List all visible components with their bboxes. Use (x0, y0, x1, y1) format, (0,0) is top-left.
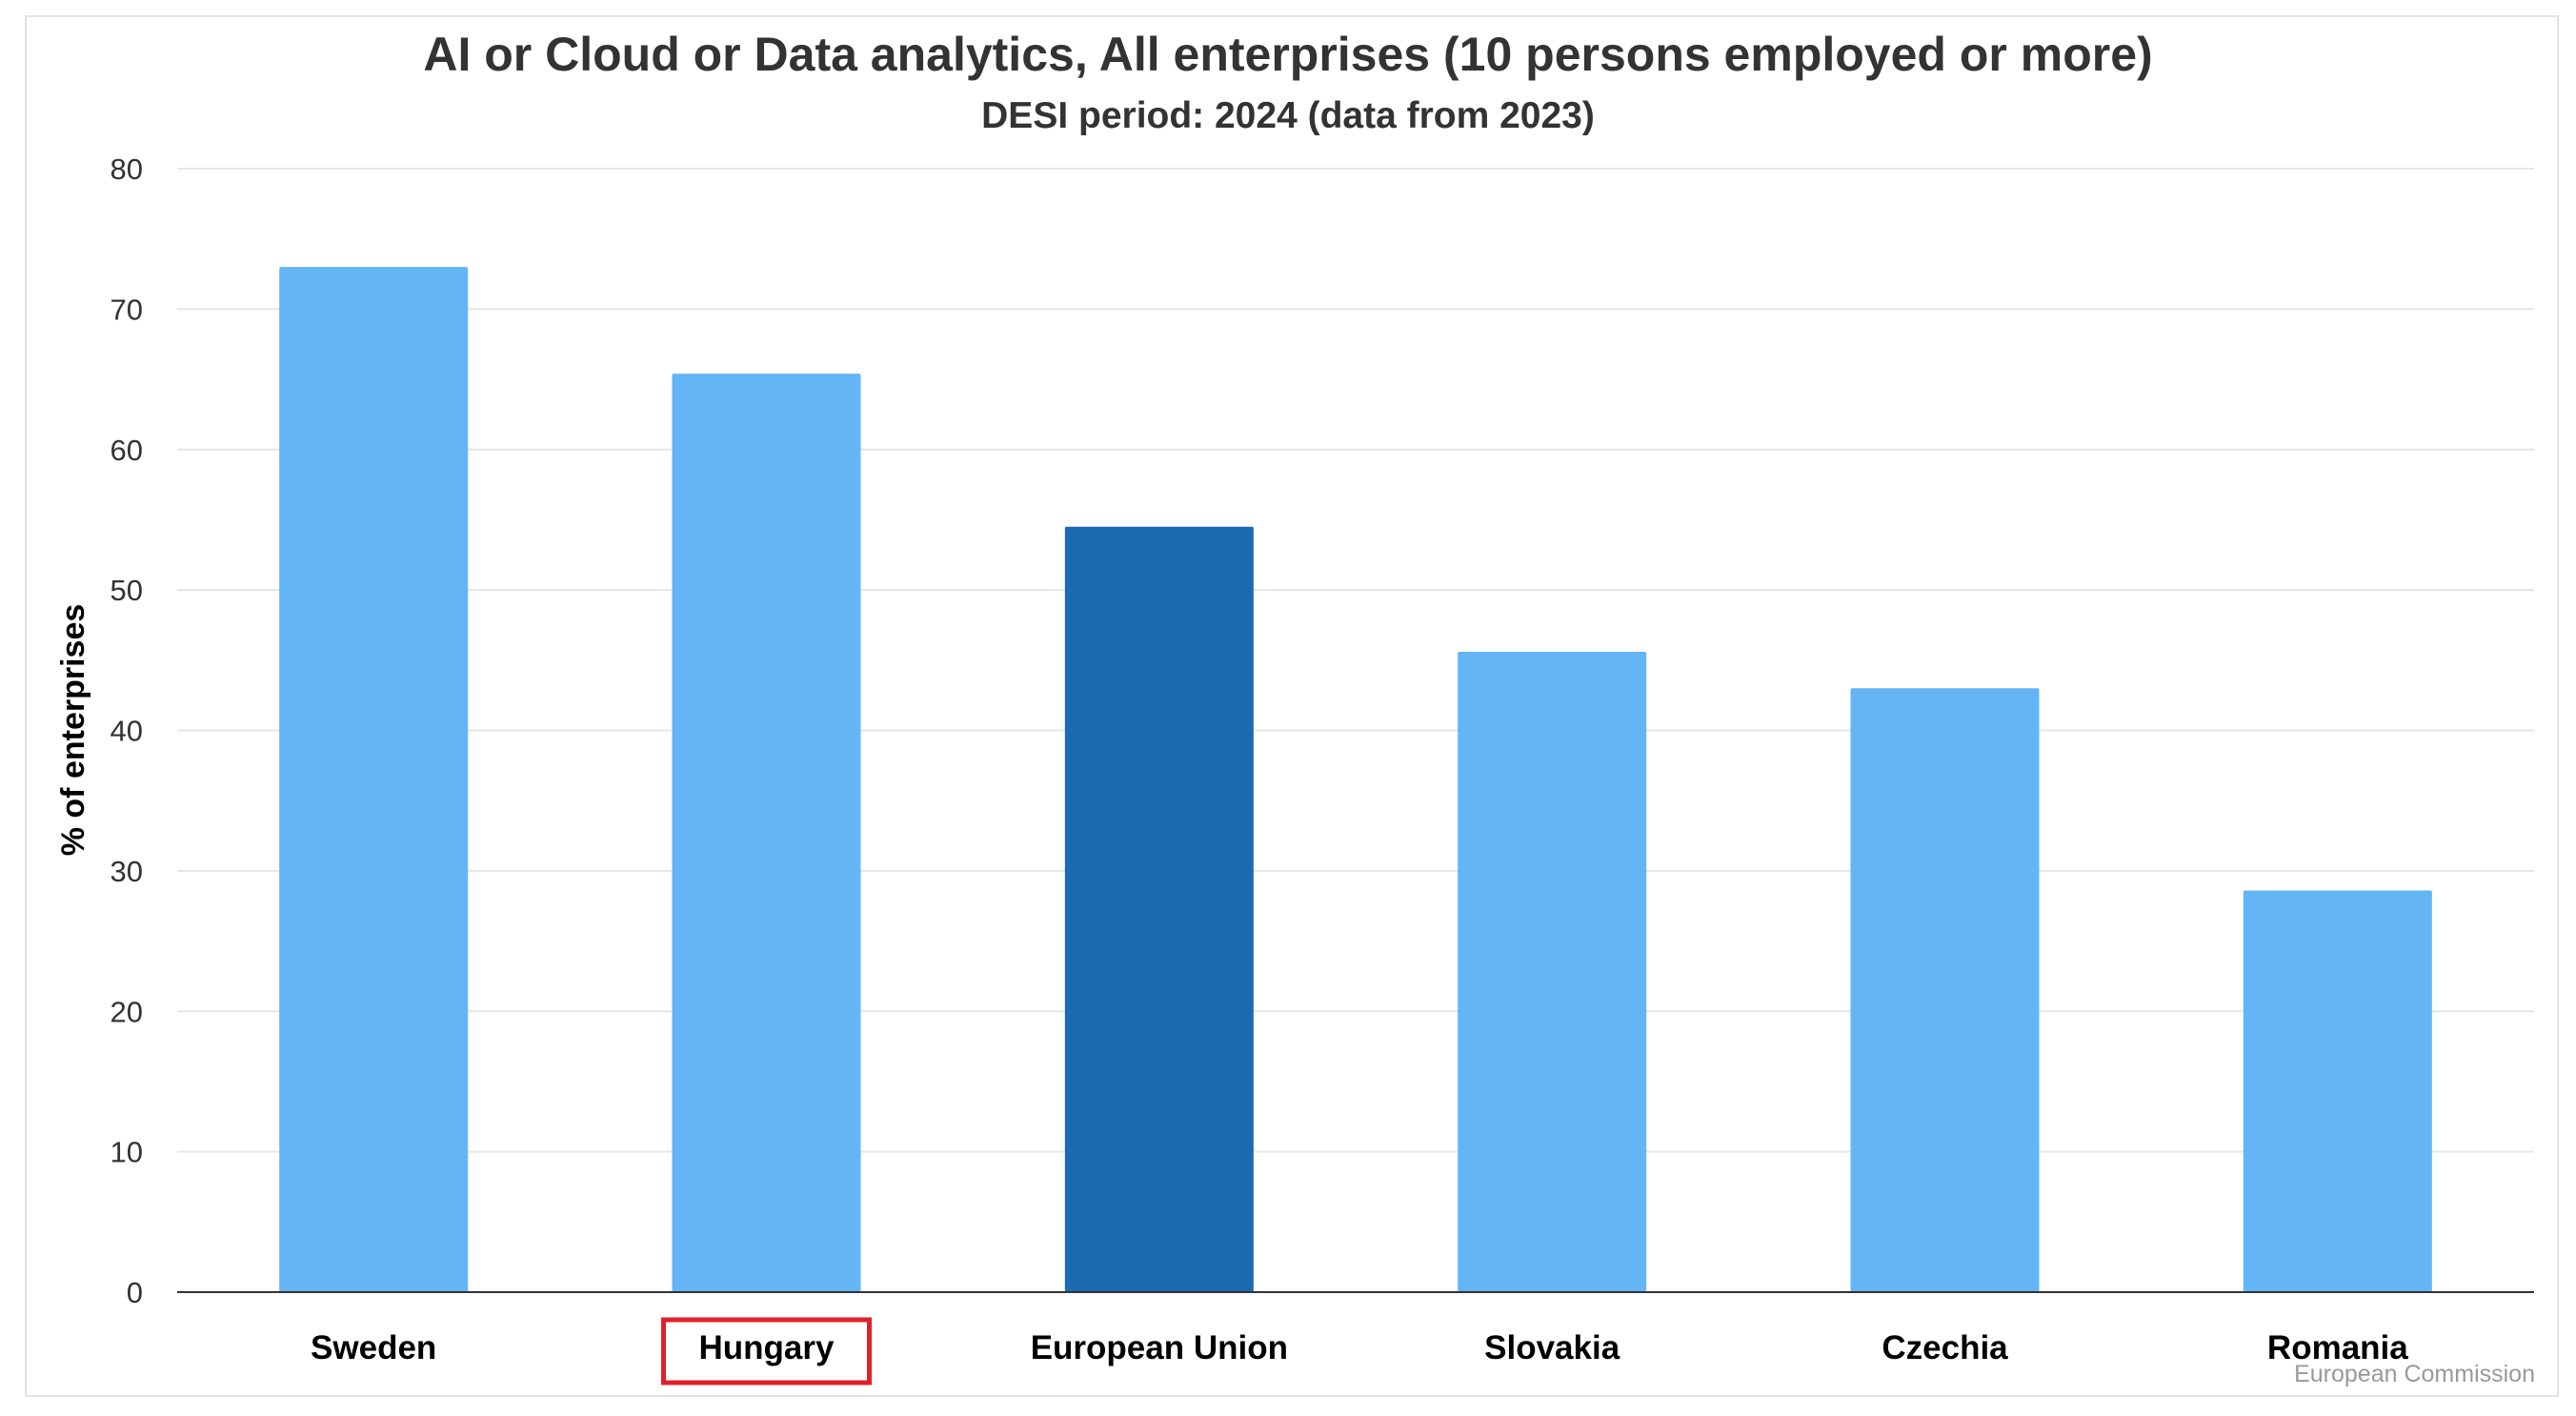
y-tick-label-0: 0 (127, 1276, 143, 1309)
bar-czechia (1850, 688, 2040, 1292)
y-tick-label-30: 30 (111, 855, 143, 888)
y-tick-label-70: 70 (111, 293, 143, 326)
y-axis-title: % of enterprises (55, 604, 91, 857)
y-tick-label-20: 20 (111, 995, 143, 1028)
bar-hungary (672, 374, 861, 1293)
x-tick-label-hungary: Hungary (699, 1329, 835, 1366)
highlight-box-hungary (661, 1317, 872, 1386)
bar-romania (2243, 890, 2432, 1292)
x-tick-label-sweden: Sweden (311, 1329, 436, 1366)
bar-european-union (1064, 526, 1254, 1292)
x-tick-label-romania: Romania (2267, 1329, 2408, 1366)
chart-title: AI or Cloud or Data analytics, All enter… (423, 28, 2153, 81)
y-tick-label-80: 80 (111, 152, 143, 186)
credit-text[interactable]: European Commission (2294, 1361, 2535, 1387)
x-tick-label-european-union: European Union (1031, 1329, 1288, 1366)
y-tick-label-40: 40 (111, 715, 143, 748)
bar-sweden (279, 267, 469, 1293)
bar-slovakia (1458, 651, 1647, 1292)
y-tick-label-10: 10 (111, 1136, 143, 1169)
chart-subtitle: DESI period: 2024 (data from 2023) (981, 95, 1595, 136)
y-tick-label-50: 50 (111, 574, 143, 607)
y-tick-label-60: 60 (111, 434, 143, 467)
x-tick-label-slovakia: Slovakia (1484, 1329, 1620, 1366)
x-tick-label-czechia: Czechia (1882, 1329, 2008, 1366)
